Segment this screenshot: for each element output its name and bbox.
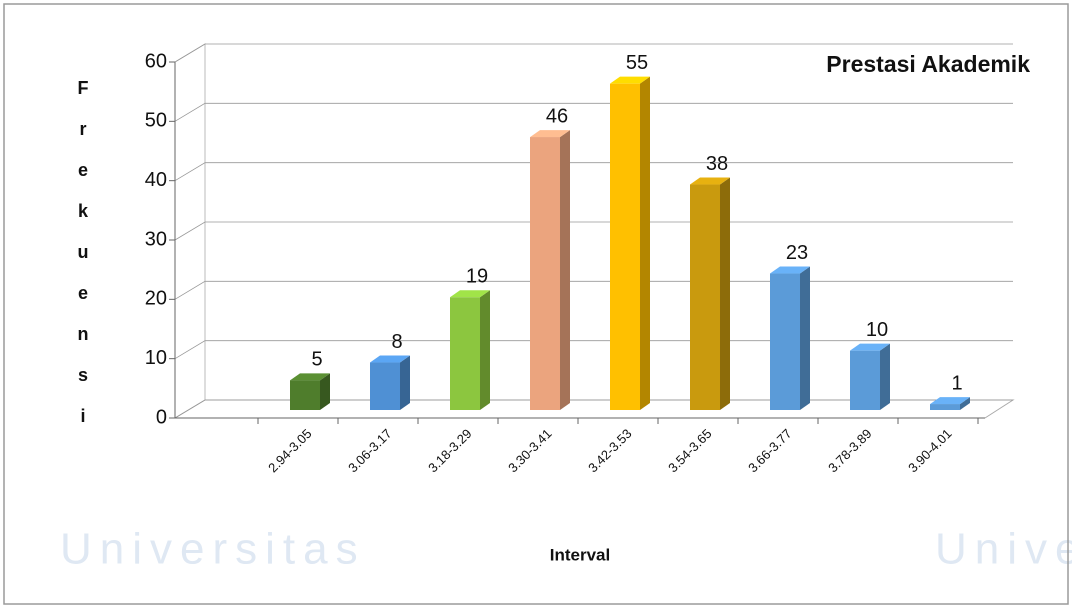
bar-side [320,373,330,410]
bar [610,83,640,411]
watermark: Universitas [60,525,366,574]
data-label: 55 [626,52,648,74]
y-tick-label: 20 [145,288,167,310]
bar [690,184,720,410]
grid-line [174,162,1013,182]
bar [450,297,480,410]
x-tick-label: 3.18-3.29 [425,426,474,475]
bar-top [450,290,490,298]
x-tick-label: 3.90-4.01 [905,426,954,475]
grid-line [174,340,1013,360]
bar-top [290,373,330,381]
bar-top [770,266,810,274]
data-label: 19 [466,266,488,288]
bar [290,380,320,410]
y-tick-label: 50 [145,110,167,132]
bar-side [400,355,410,410]
x-tick-label: 3.30-3.41 [505,426,554,475]
bar-top [690,177,730,185]
data-label: 5 [311,349,322,371]
data-label: 23 [786,242,808,264]
data-label: 1 [951,372,962,394]
data-label: 46 [546,105,568,127]
grid-line [174,280,1013,300]
x-tick-label: 3.66-3.77 [745,426,794,475]
data-label: 10 [866,319,888,341]
grid-line [174,43,1013,63]
bar-side [960,397,970,410]
bar-side [640,76,650,411]
chart-title: Prestasi Akademik [826,51,1030,77]
x-tick-label: 3.42-3.53 [585,426,634,475]
bar-top [530,130,570,138]
grid-line [174,399,1013,419]
data-label: 8 [391,331,402,353]
bar-top [370,355,410,363]
x-axis-label: Interval [550,545,610,564]
bar-top [610,76,650,84]
bar [930,404,960,410]
bar-side [880,343,890,410]
bar-side [800,266,810,410]
y-tick-label: 0 [156,406,167,428]
bar-side [560,130,570,411]
watermark: Universitas [935,525,1072,574]
bar [850,350,880,410]
x-tick-label: 3.78-3.89 [825,426,874,475]
y-tick-label: 40 [145,169,167,191]
bar [770,273,800,410]
frame [3,3,1069,605]
grid-line [174,102,1013,122]
y-tick-label: 60 [145,50,167,72]
grid-line [174,221,1013,241]
bar-side [480,290,490,410]
back-wall-edge [174,43,206,400]
bar [530,137,560,411]
bar-top [850,343,890,351]
data-label: 38 [706,153,728,175]
bar-top [930,397,970,405]
bar-side [720,177,730,410]
y-tick-label: 10 [145,347,167,369]
x-tick-label: 2.94-3.05 [265,426,314,475]
x-tick-label: 3.54-3.65 [665,426,714,475]
y-tick-label: 30 [145,228,167,250]
bar [370,362,400,410]
y-axis-label: Frekuensi [73,78,93,447]
x-tick-label: 3.06-3.17 [345,426,394,475]
